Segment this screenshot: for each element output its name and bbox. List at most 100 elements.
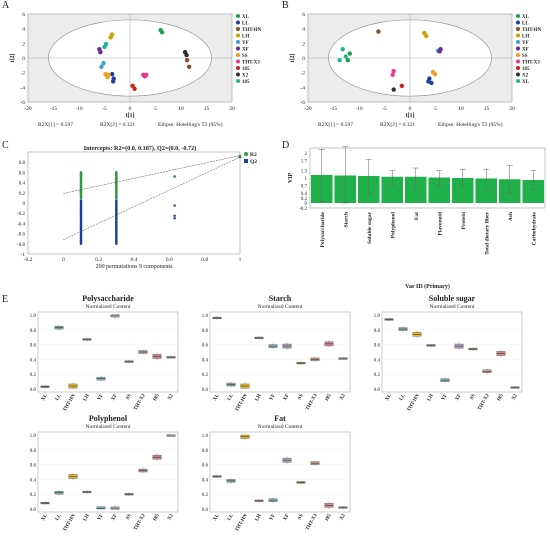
q2-point bbox=[115, 225, 118, 228]
y-axis-label: VIP bbox=[288, 173, 294, 184]
y-tick-label: -4 bbox=[20, 85, 25, 91]
x-axis-label: 200 permutations 9 components bbox=[96, 264, 173, 270]
data-point-XF bbox=[98, 49, 103, 55]
legend-marker bbox=[236, 72, 240, 77]
q2-point bbox=[79, 224, 83, 227]
sample-label: THT-XJ bbox=[477, 393, 491, 411]
y-tick-label: -0.4 bbox=[17, 222, 25, 227]
legend-marker bbox=[516, 14, 520, 18]
legend-label: XL bbox=[242, 15, 250, 20]
y-tick-label: 0.2 bbox=[301, 197, 308, 202]
q2-point bbox=[79, 202, 83, 205]
legend-label: SS bbox=[522, 54, 528, 59]
q2-point bbox=[115, 199, 118, 202]
x-tick-label: 0 bbox=[129, 106, 132, 112]
q2-point bbox=[79, 225, 83, 228]
sample-label: THT-HN bbox=[235, 393, 249, 413]
y-tick-label: 6 bbox=[22, 12, 25, 18]
y-axis-label: t[2] bbox=[10, 54, 16, 63]
q2-point bbox=[115, 235, 118, 238]
sample-label: LH bbox=[255, 393, 263, 402]
subplot-title: Polysaccharide bbox=[82, 294, 134, 303]
legend-label: XF bbox=[522, 48, 529, 53]
score-plot-B: B-20 -15 -10 -5 0 5 10 15 20-6-4-20246t[1]t[2]R2… bbox=[282, 0, 542, 128]
y-tick-label: 0.8 bbox=[30, 329, 37, 334]
sample-label: LL bbox=[227, 513, 235, 522]
legend-label: LL bbox=[522, 22, 529, 27]
sample-label: XF bbox=[283, 394, 291, 402]
box bbox=[96, 506, 106, 510]
sample-label: YF bbox=[97, 394, 105, 402]
sample-label: SS bbox=[298, 513, 305, 521]
q2-point bbox=[115, 237, 118, 240]
sample-label: LL bbox=[55, 513, 63, 522]
y-tick-label: 0.2 bbox=[202, 493, 209, 498]
q2-point bbox=[79, 212, 83, 215]
q2-point bbox=[79, 211, 83, 214]
sample-label: SS bbox=[126, 393, 133, 401]
q2-point bbox=[79, 238, 83, 241]
sample-label: YF bbox=[97, 514, 105, 522]
data-point-YF bbox=[99, 64, 104, 70]
x-tick-label: 0.2 bbox=[95, 257, 102, 263]
y-tick-label: -6 bbox=[300, 100, 305, 106]
sample-label: XF bbox=[111, 394, 119, 402]
box bbox=[110, 506, 120, 510]
sample-label: LH bbox=[83, 393, 91, 402]
q2-point bbox=[79, 242, 83, 245]
plot-area bbox=[209, 311, 351, 393]
data-point-185 bbox=[103, 41, 109, 47]
x-tick-label: 1 bbox=[239, 257, 242, 263]
data-point-XL bbox=[337, 58, 342, 63]
sample-label: XF bbox=[455, 394, 463, 402]
plot-area bbox=[37, 431, 179, 513]
legend-label: THT-HN bbox=[242, 28, 262, 33]
legend-label: THT-HN bbox=[522, 28, 542, 33]
y-tick-label: 0.4 bbox=[202, 478, 209, 483]
sample-label: LH bbox=[255, 513, 263, 522]
q2-point bbox=[79, 229, 83, 232]
legend-marker bbox=[516, 53, 520, 57]
q2-point bbox=[115, 231, 118, 234]
data-point-X2 bbox=[184, 52, 189, 58]
sample-label: 185 bbox=[325, 393, 333, 402]
q2-point bbox=[79, 213, 83, 216]
legend-label: XL bbox=[522, 80, 530, 85]
q2-point bbox=[173, 214, 176, 217]
y-tick-label: 0.6 bbox=[202, 344, 209, 349]
r2-point bbox=[173, 175, 177, 178]
legend-label: X2 bbox=[242, 74, 249, 79]
y-tick-label: 4 bbox=[22, 27, 25, 33]
legend-label: LL bbox=[242, 22, 249, 27]
sample-label: THT-XJ bbox=[305, 513, 319, 531]
legend-label: X2 bbox=[522, 74, 529, 79]
x-tick-label: -5 bbox=[102, 106, 107, 112]
q2-point bbox=[115, 224, 118, 227]
q2-point bbox=[115, 241, 118, 244]
r2-point bbox=[238, 154, 242, 158]
category-label: Starch bbox=[343, 212, 349, 227]
y-tick-label: 0.2 bbox=[19, 192, 26, 197]
q2-point bbox=[115, 232, 118, 235]
data-point-YF bbox=[101, 60, 106, 66]
q2-point bbox=[79, 219, 83, 222]
y-tick-label: 2 bbox=[305, 152, 308, 157]
q2-point bbox=[79, 208, 83, 211]
y-tick-label: 2 bbox=[302, 41, 305, 47]
legend-label: LH bbox=[242, 35, 249, 40]
category-label: Flavonoid bbox=[437, 212, 443, 236]
sample-label: 185 bbox=[325, 513, 333, 522]
legend-marker bbox=[244, 159, 248, 163]
sample-label: XL bbox=[213, 393, 221, 402]
footer-r2x2: R2X[2] = 0.121 bbox=[100, 122, 135, 128]
y-tick-label: -0.2 bbox=[299, 207, 307, 212]
chart-title: Intercepts: R2=(0.0, 0.187), Q2=(0.0, -0… bbox=[84, 145, 197, 152]
y-tick-label: 0.0 bbox=[374, 388, 381, 393]
r2-point bbox=[79, 171, 83, 174]
footer-r2x1: R2X[1] = 0.597 bbox=[38, 122, 73, 128]
q2-point bbox=[115, 209, 118, 212]
sample-label: X2 bbox=[511, 393, 519, 401]
